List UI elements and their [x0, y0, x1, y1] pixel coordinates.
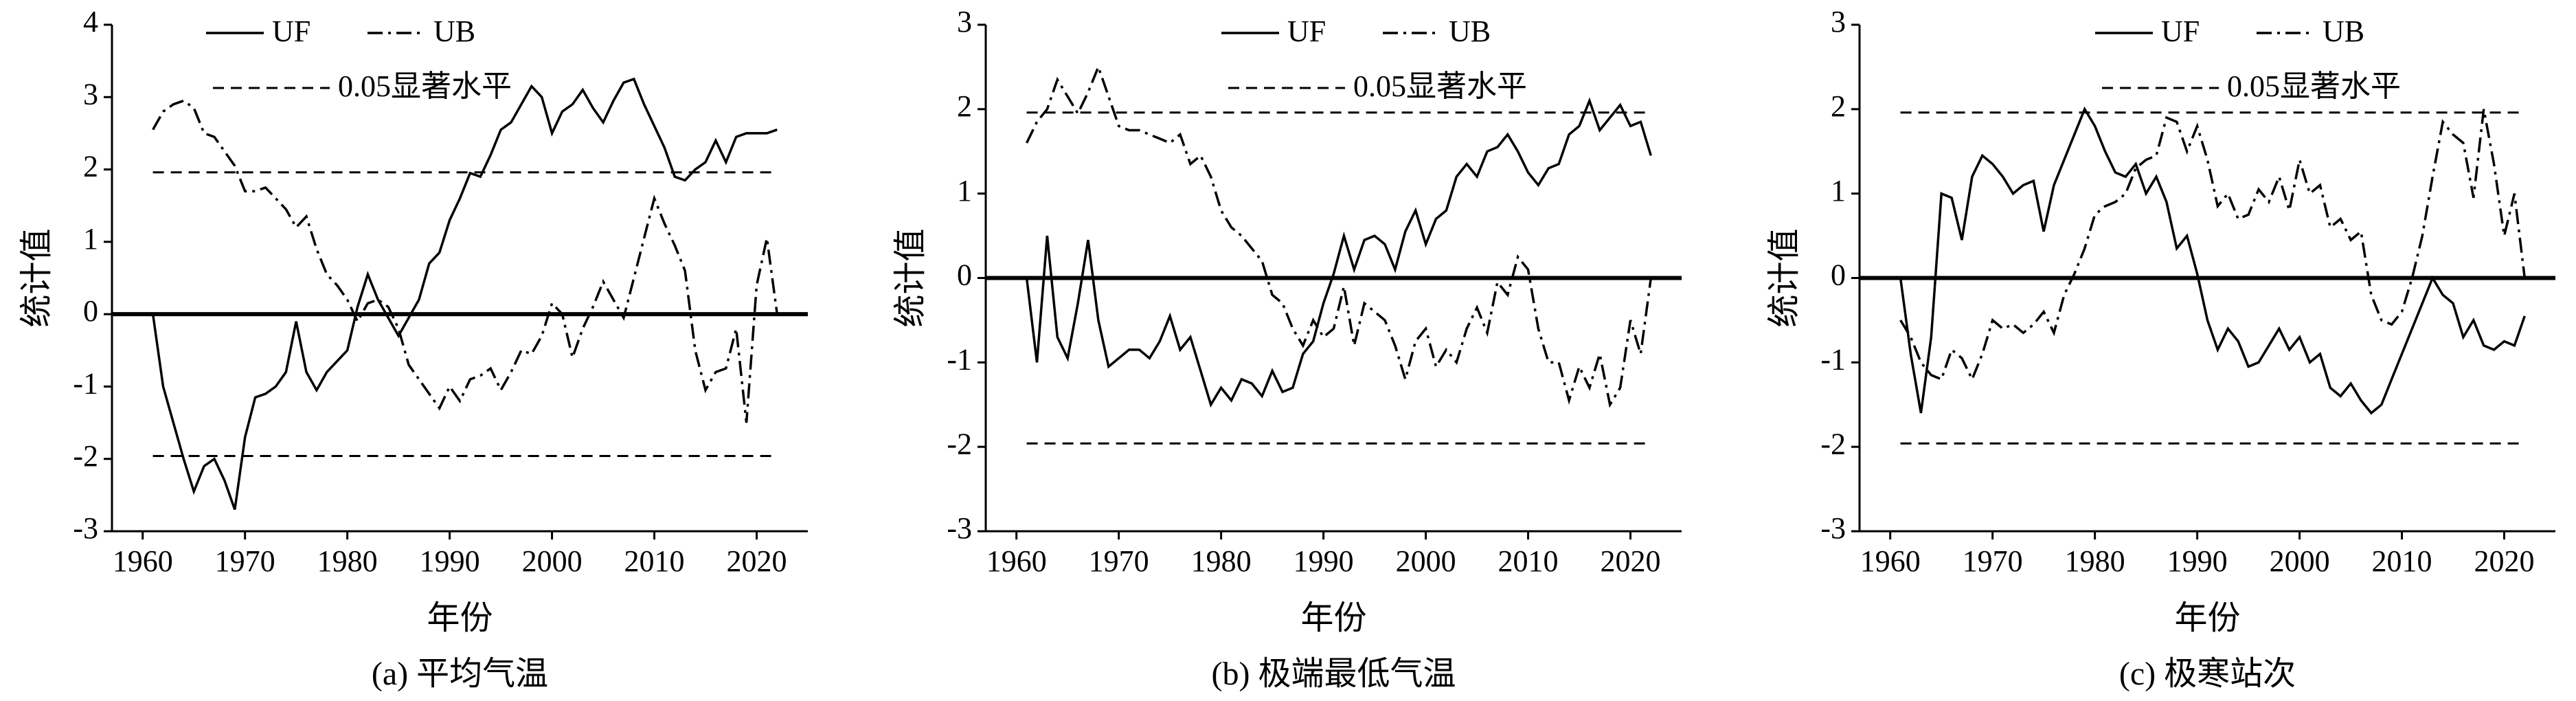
- y-tick-label: 2: [1831, 89, 1846, 123]
- y-tick-label: 0: [1831, 258, 1846, 292]
- x-tick-label: 1970: [215, 544, 275, 578]
- series-line: [151, 77, 778, 510]
- y-tick-label: 1: [957, 174, 972, 208]
- y-tick-label: -3: [947, 511, 972, 545]
- x-tick-label: 2020: [1601, 544, 1661, 578]
- y-tick-label: 3: [83, 77, 98, 111]
- legend-label: 0.05显著水平: [2227, 69, 2401, 103]
- y-tick-label: -1: [73, 367, 98, 401]
- y-tick-label: 3: [1831, 5, 1846, 38]
- x-tick-label: 1990: [2167, 544, 2228, 578]
- series-line: [1899, 106, 2526, 415]
- y-tick-label: 2: [957, 89, 972, 123]
- y-tick-label: 4: [83, 5, 98, 38]
- series-line: [152, 99, 779, 423]
- y-tick-label: -1: [947, 342, 972, 376]
- x-tick-label: 2020: [727, 544, 787, 578]
- x-tick-label: 2010: [1498, 544, 1559, 578]
- x-tick-label: 1960: [986, 544, 1047, 578]
- series-line: [1899, 109, 2527, 383]
- legend-label: UB: [433, 14, 475, 48]
- x-tick-label: 1960: [113, 544, 173, 578]
- legend-label: 0.05显著水平: [1353, 69, 1527, 103]
- x-tick-label: 2020: [2474, 544, 2535, 578]
- y-tick-label: -3: [73, 511, 98, 545]
- x-tick-label: 2010: [2372, 544, 2432, 578]
- x-tick-label: 2000: [522, 544, 583, 578]
- legend-label: 0.05显著水平: [338, 69, 512, 103]
- y-tick-label: 1: [83, 222, 98, 256]
- x-tick-label: 1990: [1293, 544, 1354, 578]
- caption: (b) 极端最低气温: [1212, 656, 1456, 692]
- y-tick-label: 0: [957, 258, 972, 292]
- y-tick-label: 3: [957, 5, 972, 38]
- y-tick-label: -2: [1820, 427, 1846, 460]
- series-line: [1025, 97, 1652, 408]
- x-tick-label: 2010: [624, 544, 685, 578]
- series-line: [1026, 63, 1653, 408]
- x-tick-label: 2000: [1396, 544, 1456, 578]
- caption: (a) 平均气温: [372, 656, 548, 692]
- x-axis-label: 年份: [427, 600, 493, 636]
- legend-label: UF: [2161, 14, 2200, 48]
- legend-label: UB: [1449, 14, 1491, 48]
- caption: (c) 极寒站次: [2119, 656, 2296, 692]
- legend-label: UF: [272, 14, 310, 48]
- y-tick-label: 0: [83, 294, 98, 328]
- y-axis-label: 统计值: [1766, 228, 1803, 327]
- y-tick-label: -2: [947, 427, 972, 460]
- x-axis-label: 年份: [2174, 600, 2240, 636]
- x-tick-label: 1980: [1191, 544, 1252, 578]
- y-tick-label: 1: [1831, 174, 1846, 208]
- y-axis-label: 统计值: [19, 228, 55, 327]
- y-tick-label: -1: [1820, 342, 1846, 376]
- x-tick-label: 2000: [2270, 544, 2330, 578]
- x-tick-label: 1960: [1860, 544, 1921, 578]
- y-tick-label: -2: [73, 439, 98, 473]
- x-tick-label: 1990: [420, 544, 480, 578]
- x-tick-label: 1970: [1963, 544, 2023, 578]
- x-tick-label: 1970: [1089, 544, 1149, 578]
- legend-label: UF: [1287, 14, 1326, 48]
- legend-label: UB: [2323, 14, 2364, 48]
- y-axis-label: 统计值: [892, 228, 929, 327]
- x-tick-label: 1980: [2065, 544, 2125, 578]
- x-tick-label: 1980: [317, 544, 378, 578]
- y-tick-label: 2: [83, 150, 98, 183]
- x-axis-label: 年份: [1300, 600, 1366, 636]
- y-tick-label: -3: [1820, 511, 1846, 545]
